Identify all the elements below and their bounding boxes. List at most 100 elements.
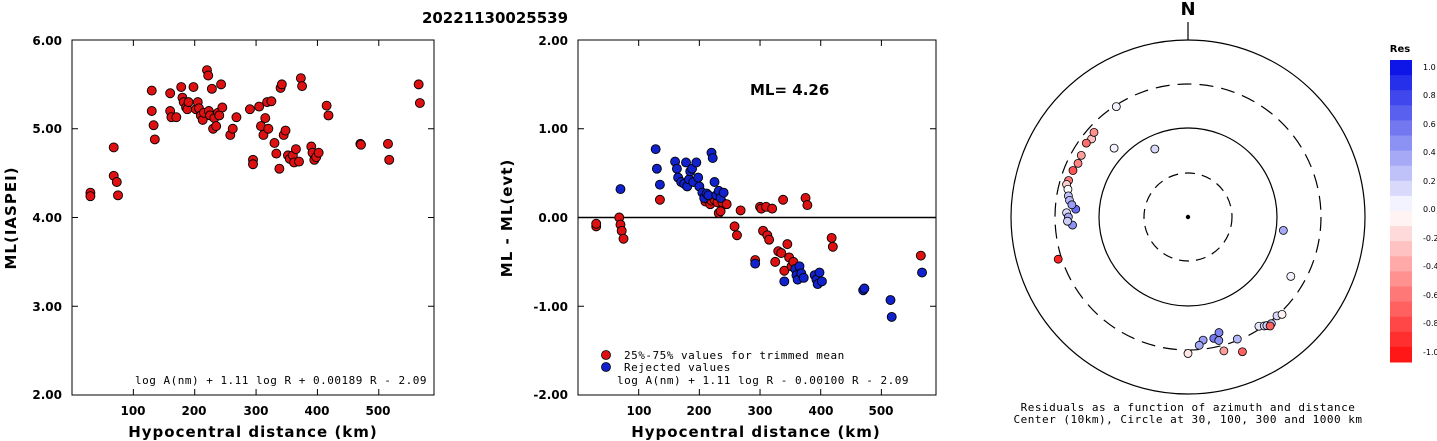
data-point bbox=[618, 233, 629, 244]
x-tick-label: 500 bbox=[365, 404, 390, 418]
data-point bbox=[108, 142, 119, 153]
caption-line-2: Center (10km), Circle at 30, 100, 300 an… bbox=[1013, 413, 1362, 426]
x-tick-label: 200 bbox=[686, 404, 711, 418]
colorbar-cell bbox=[1390, 316, 1412, 333]
ring-1000km bbox=[1010, 39, 1366, 395]
data-point bbox=[915, 250, 926, 261]
data-point bbox=[203, 70, 214, 81]
colorbar-cells bbox=[1390, 60, 1412, 363]
legend-marker-trimmed bbox=[601, 350, 611, 360]
data-point bbox=[654, 179, 665, 190]
data-point bbox=[294, 156, 304, 167]
data-point bbox=[271, 148, 282, 159]
data-point bbox=[148, 120, 159, 131]
data-point bbox=[260, 113, 271, 124]
data-point bbox=[323, 110, 334, 121]
colorbar-tick: -1.0 bbox=[1423, 348, 1437, 357]
polar-point bbox=[1265, 321, 1275, 331]
polar-point bbox=[1238, 347, 1247, 357]
ring-100km bbox=[1098, 127, 1278, 307]
data-point bbox=[691, 157, 702, 168]
data-points-2 bbox=[591, 144, 927, 322]
y-tick-label: 6.00 bbox=[32, 34, 62, 48]
y-tick-label: 3.00 bbox=[32, 300, 62, 314]
data-point bbox=[383, 138, 393, 149]
data-point bbox=[274, 163, 285, 174]
data-point bbox=[886, 311, 897, 322]
colorbar-cell bbox=[1390, 226, 1412, 242]
colorbar-cell bbox=[1390, 241, 1412, 257]
data-point bbox=[681, 157, 691, 168]
data-point bbox=[206, 83, 217, 94]
colorbar-cell bbox=[1390, 120, 1412, 136]
data-point bbox=[297, 81, 308, 92]
legend-marker-rejected bbox=[601, 362, 611, 372]
data-point bbox=[615, 184, 626, 195]
data-point bbox=[616, 225, 627, 236]
colorbar-cell bbox=[1390, 135, 1412, 152]
data-point bbox=[764, 234, 775, 245]
polar-point bbox=[1073, 158, 1083, 168]
polar-point bbox=[1089, 127, 1099, 137]
polar-point bbox=[1194, 340, 1204, 350]
colorbar-cell bbox=[1390, 211, 1412, 227]
data-point bbox=[146, 85, 157, 96]
x-tick-label: 400 bbox=[304, 404, 329, 418]
colorbar-tick: 0.0 bbox=[1423, 205, 1436, 214]
data-point bbox=[280, 125, 291, 136]
polar-point bbox=[1109, 143, 1119, 153]
data-point bbox=[413, 79, 424, 90]
colorbar: Res 1.0 0.8 0.6 0.4 0.2 0.0 -0.2 -0.4 -0… bbox=[1390, 44, 1437, 363]
data-point bbox=[671, 163, 682, 174]
data-point bbox=[356, 139, 366, 150]
y-axis-label-2: ML - ML(evt) bbox=[498, 159, 516, 277]
data-point bbox=[729, 221, 740, 232]
data-point bbox=[814, 267, 825, 278]
colorbar-cell bbox=[1390, 256, 1412, 272]
data-point bbox=[217, 102, 228, 113]
data-point bbox=[188, 82, 199, 92]
x-tick-label: 100 bbox=[626, 404, 651, 418]
colorbar-cell bbox=[1390, 286, 1412, 303]
colorbar-cell bbox=[1390, 60, 1412, 76]
data-point bbox=[85, 191, 96, 202]
data-point bbox=[111, 177, 122, 187]
data-point bbox=[779, 276, 790, 287]
formula-1: log A(nm) + 1.11 log R + 0.00189 R - 2.0… bbox=[135, 374, 427, 387]
colorbar-cell bbox=[1390, 331, 1412, 348]
ring-30km bbox=[1143, 172, 1233, 262]
polar-point bbox=[1150, 144, 1160, 154]
polar-point bbox=[1278, 226, 1288, 235]
data-point bbox=[290, 144, 301, 155]
x-tick-label: 300 bbox=[747, 404, 772, 418]
data-point bbox=[295, 73, 306, 84]
y-tick-label: -1.00 bbox=[533, 300, 568, 314]
data-point bbox=[917, 267, 927, 278]
polar-point bbox=[1068, 166, 1078, 175]
legend: 25%-75% values for trimmed mean Rejected… bbox=[601, 349, 844, 374]
colorbar-tick: 1.0 bbox=[1423, 63, 1436, 72]
data-point bbox=[782, 239, 793, 250]
formula-2: log A(nm) + 1.11 log R - 0.00100 R - 2.0… bbox=[617, 374, 909, 387]
y-tick-label: 5.00 bbox=[32, 122, 62, 136]
y-axis-label-1: ML(IASPEI) bbox=[2, 166, 20, 269]
data-point bbox=[778, 194, 789, 205]
polar-point bbox=[1232, 334, 1242, 344]
polar-points bbox=[1053, 102, 1296, 358]
y-tick-label: 1.00 bbox=[538, 122, 568, 136]
x-tick-labels-2: 100 200 300 400 500 bbox=[626, 404, 893, 418]
data-point bbox=[650, 144, 661, 155]
data-point bbox=[826, 232, 837, 243]
data-point bbox=[211, 121, 222, 132]
data-point bbox=[735, 205, 746, 216]
data-point bbox=[827, 241, 838, 252]
data-point bbox=[816, 276, 827, 287]
colorbar-tick: -0.6 bbox=[1423, 291, 1437, 300]
data-point bbox=[651, 163, 662, 174]
panel-ml-iaspei: 2.00 3.00 4.00 5.00 6.00 100 200 300 400… bbox=[2, 34, 435, 441]
x-axis-label-2: Hypocentral distance (km) bbox=[631, 423, 881, 441]
panel-residual-vs-distance: -2.00 -1.00 0.00 1.00 2.00 100 200 300 4… bbox=[498, 34, 937, 441]
data-point bbox=[384, 154, 395, 165]
data-point bbox=[244, 104, 255, 115]
